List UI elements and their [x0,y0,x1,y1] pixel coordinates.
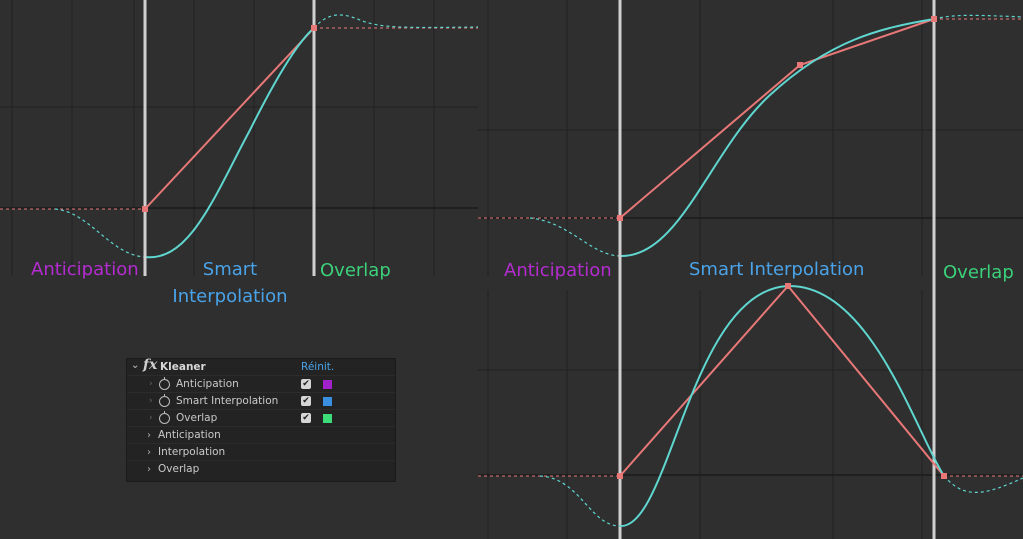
checkbox[interactable]: ✔ [301,379,311,389]
right-smart-label: Smart Interpolation [689,259,865,280]
section-row[interactable]: › Interpolation [127,444,395,461]
checkbox[interactable]: ✔ [301,413,311,423]
section-label: Interpolation [158,446,226,458]
right-bottom-overlap-curve [943,475,1023,493]
right-bottom-grid [478,290,1023,539]
right-overlap-label: Overlap [943,262,1014,283]
left-dashed-baseline [0,27,478,210]
right-top-smooth-curve [619,18,935,258]
stopwatch-icon[interactable] [159,410,170,424]
right-top-overlap-curve [933,14,1023,20]
right-anticipation-label: Anticipation [504,260,612,281]
stopwatch-icon[interactable] [159,393,170,407]
right-bottom-anticipation-curve [539,475,621,527]
stopwatch-icon[interactable] [159,376,170,390]
color-swatch[interactable] [323,396,332,406]
section-label: Anticipation [158,429,221,441]
property-label: Anticipation [176,378,239,390]
chevron-right-icon[interactable]: › [147,446,151,458]
left-smooth-curve [144,27,315,259]
left-anticipation-curve [54,208,146,258]
color-swatch[interactable] [323,413,332,423]
property-row: › Anticipation ✔ [127,376,395,393]
right-top-anticipation-curve [529,217,621,257]
left-keyframe-1 [142,206,148,212]
effect-name: Kleaner [160,361,206,373]
color-swatch[interactable] [323,379,332,389]
right-bottom-smooth-curve [619,284,945,528]
effect-controls-panel: ⌄ fx Kleaner Réinit. › Anticipation ✔ › … [126,357,396,482]
left-smart-label-line1: Smart [202,259,258,280]
property-row: › Smart Interpolation ✔ [127,393,395,410]
property-label: Smart Interpolation [176,395,279,407]
left-keyframe-2 [311,25,317,31]
section-row[interactable]: › Overlap [127,461,395,477]
left-smart-label-line2: Interpolation [172,286,288,307]
left-anticipation-label: Anticipation [31,259,139,280]
left-linear-curve [144,27,315,210]
left-graph-grid [0,0,478,276]
reset-link[interactable]: Réinit. [301,361,335,373]
chevron-down-icon[interactable]: ⌄ [131,360,140,371]
section-label: Overlap [158,463,200,475]
effect-header-row[interactable]: ⌄ fx Kleaner Réinit. [127,357,395,376]
section-row[interactable]: › Anticipation [127,427,395,444]
property-row: › Overlap ✔ [127,410,395,427]
chevron-right-icon[interactable]: › [147,429,151,441]
right-top-linear-curve [619,18,935,219]
chevron-right-icon[interactable]: › [147,463,151,475]
right-top-grid [478,0,1023,276]
left-overlap-curve [313,14,479,29]
fx-icon[interactable]: fx [143,357,158,373]
left-overlap-label: Overlap [320,260,391,281]
property-label: Overlap [176,412,218,424]
checkbox[interactable]: ✔ [301,396,311,406]
